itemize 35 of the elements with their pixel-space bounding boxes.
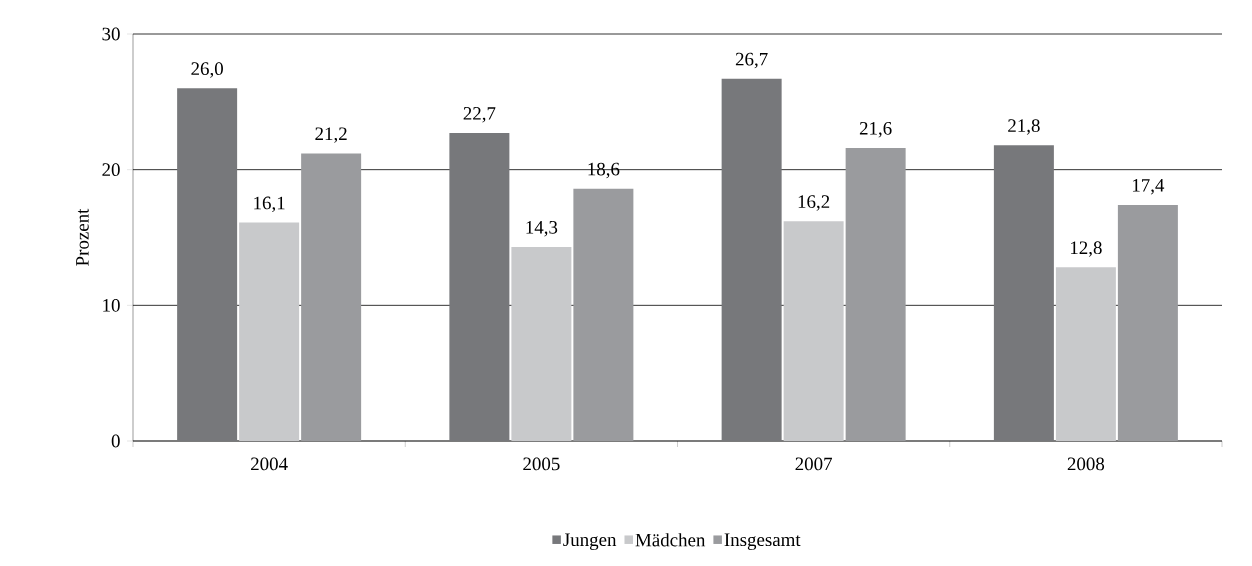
- data-label: 22,7: [463, 107, 496, 123]
- y-tick-label: 30: [102, 27, 120, 41]
- x-tick-label: 2007: [795, 457, 833, 471]
- bar: [573, 188, 634, 441]
- bar: [239, 222, 300, 441]
- bar: [993, 145, 1054, 441]
- bar: [301, 153, 362, 441]
- bar: [1117, 204, 1178, 441]
- bar: [783, 221, 844, 441]
- legend-label: Insgesamt: [724, 533, 801, 550]
- bar: [511, 247, 572, 441]
- bar: [449, 133, 510, 441]
- data-label: 26,0: [191, 62, 223, 78]
- data-label: 14,3: [526, 221, 558, 237]
- x-tick-label: 2005: [523, 457, 560, 471]
- bar: [721, 78, 782, 441]
- bar: [1055, 267, 1116, 441]
- x-tick-label: 2008: [1067, 457, 1105, 471]
- data-label: 16,1: [254, 196, 285, 213]
- data-label: 16,2: [798, 195, 830, 211]
- bar: [177, 88, 238, 441]
- y-tick-label: 0: [111, 434, 120, 448]
- data-label: 21,6: [859, 122, 892, 138]
- y-tick-label: 20: [102, 163, 120, 177]
- bar: [845, 147, 906, 441]
- data-label: 12,8: [1070, 241, 1102, 257]
- data-label: 21,8: [1008, 119, 1040, 135]
- legend-label: Mädchen: [635, 533, 706, 547]
- y-tick-label: 10: [103, 298, 120, 312]
- x-tick-label: 2004: [251, 457, 288, 471]
- data-label: 21,2: [315, 127, 347, 143]
- data-label: 17,4: [1132, 179, 1165, 195]
- y-axis-title: Prozent: [76, 208, 89, 266]
- data-label: 26,7: [735, 52, 768, 69]
- legend-label: Jungen: [563, 533, 617, 550]
